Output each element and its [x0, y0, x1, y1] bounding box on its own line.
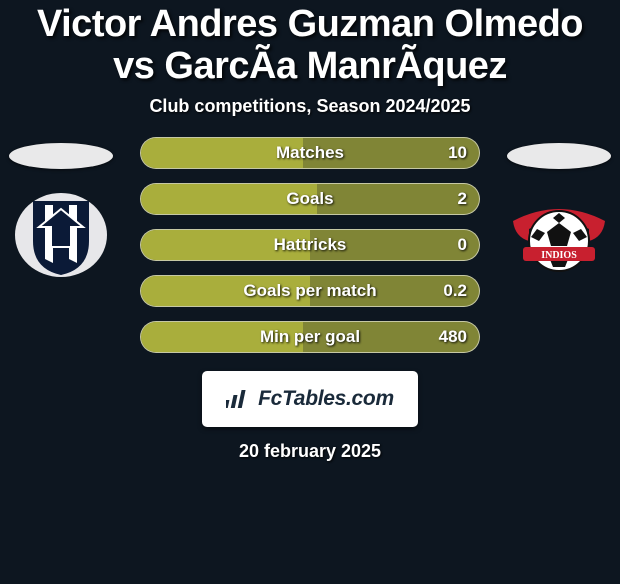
- stat-label: Min per goal: [141, 322, 479, 352]
- stat-row: Goals per match0.2: [140, 275, 480, 307]
- stat-value-right: 0.2: [443, 276, 467, 306]
- left-team-crest: [11, 191, 111, 279]
- stat-label: Goals per match: [141, 276, 479, 306]
- brand-box: FcTables.com: [202, 371, 418, 427]
- stat-label: Hattricks: [141, 230, 479, 260]
- right-player-side: INDIOS: [504, 137, 614, 279]
- stats-column: Matches10 Goals2 Hattricks0 Goals per match…: [116, 137, 504, 353]
- stat-row: Goals2: [140, 183, 480, 215]
- stat-value-right: 2: [458, 184, 467, 214]
- stat-label: Goals: [141, 184, 479, 214]
- left-ellipse: [9, 143, 113, 169]
- comparison-body: Matches10 Goals2 Hattricks0 Goals per match…: [0, 137, 620, 353]
- stat-label: Matches: [141, 138, 479, 168]
- stat-row: Matches10: [140, 137, 480, 169]
- subtitle: Club competitions, Season 2024/2025: [0, 96, 620, 117]
- brand-name: FcTables.com: [258, 387, 394, 411]
- stat-value-right: 0: [458, 230, 467, 260]
- stat-value-right: 480: [439, 322, 467, 352]
- stat-row: Min per goal480: [140, 321, 480, 353]
- bars-icon: [226, 388, 252, 410]
- shield-icon: [13, 191, 109, 279]
- right-team-crest: INDIOS: [509, 191, 609, 279]
- stat-row: Hattricks0: [140, 229, 480, 261]
- date-label: 20 february 2025: [0, 441, 620, 462]
- ball-ribbon-icon: INDIOS: [509, 191, 609, 279]
- stat-value-right: 10: [448, 138, 467, 168]
- svg-text:INDIOS: INDIOS: [541, 250, 577, 261]
- right-ellipse: [507, 143, 611, 169]
- page-title: Victor Andres Guzman Olmedo vs GarcÃ­a M…: [12, 4, 608, 88]
- left-player-side: [6, 137, 116, 279]
